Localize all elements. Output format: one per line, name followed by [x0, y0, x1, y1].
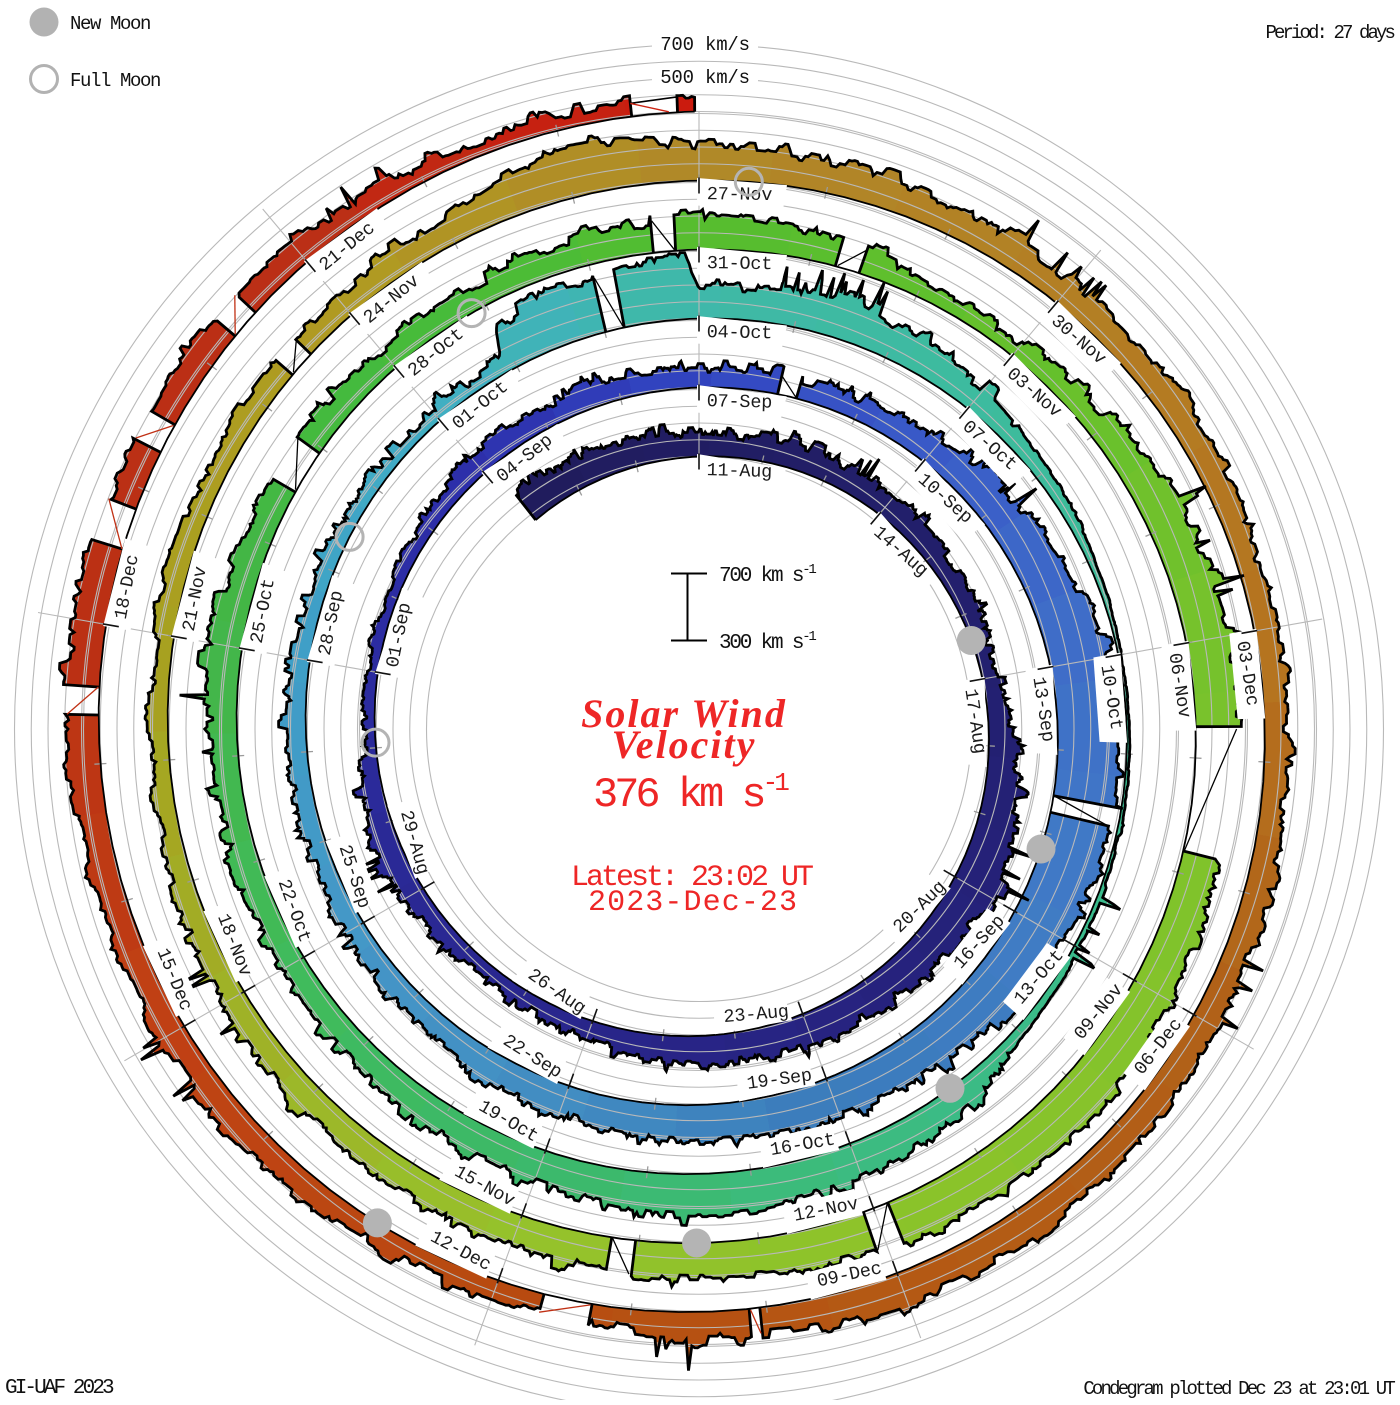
svg-text:500 km/s: 500 km/s	[660, 67, 750, 89]
svg-text:Condegram plotted Dec 23 at 23: Condegram plotted Dec 23 at 23:01 UT	[1083, 1378, 1395, 1400]
svg-text:700 km/s: 700 km/s	[660, 34, 750, 56]
svg-text:07-Sep: 07-Sep	[706, 391, 772, 413]
svg-text:300 km s-1: 300 km s-1	[719, 629, 816, 655]
svg-text:376 km s-1: 376 km s-1	[593, 768, 789, 819]
svg-text:New Moon: New Moon	[70, 13, 150, 35]
svg-text:11-Aug: 11-Aug	[706, 460, 772, 483]
svg-text:Velocity: Velocity	[612, 722, 757, 767]
svg-text:Full Moon: Full Moon	[70, 70, 160, 92]
svg-text:Period: 27 days: Period: 27 days	[1265, 22, 1394, 44]
svg-text:31-Oct: 31-Oct	[707, 253, 773, 275]
svg-text:2023-Dec-23: 2023-Dec-23	[588, 886, 798, 920]
svg-text:04-Oct: 04-Oct	[706, 322, 772, 344]
svg-text:700 km s-1: 700 km s-1	[719, 562, 816, 588]
svg-text:GI-UAF 2023: GI-UAF 2023	[5, 1377, 114, 1400]
